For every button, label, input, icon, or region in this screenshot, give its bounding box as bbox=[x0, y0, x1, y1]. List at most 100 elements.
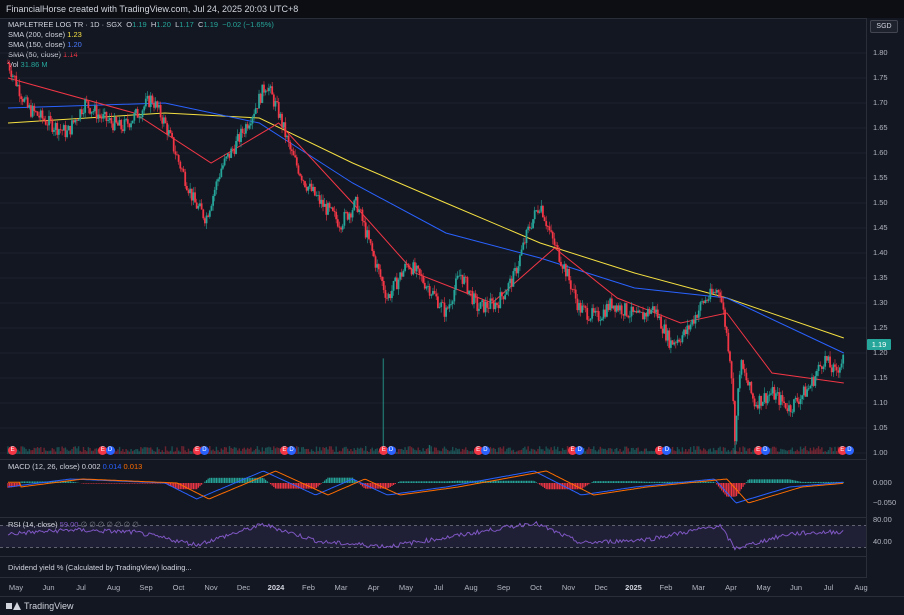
macd-hist-bar bbox=[713, 482, 714, 483]
volume-bar bbox=[562, 448, 563, 454]
candle-body bbox=[384, 290, 386, 298]
candle-body bbox=[445, 308, 447, 317]
currency-button[interactable]: SGD bbox=[870, 20, 898, 33]
macd-histogram bbox=[7, 478, 843, 497]
volume-bar bbox=[396, 452, 397, 454]
indicator-tick-label: 0.000 bbox=[873, 478, 892, 487]
pane-divider-dividend[interactable] bbox=[0, 556, 866, 557]
candle-body bbox=[534, 210, 536, 219]
dividend-label: Dividend yield % (Calculated by TradingV… bbox=[8, 563, 192, 572]
candle-body bbox=[595, 311, 597, 313]
candle-body bbox=[816, 371, 818, 376]
dividend-marker-icon[interactable]: D bbox=[761, 446, 770, 455]
macd-hist-bar bbox=[646, 482, 647, 483]
volume-bar bbox=[170, 451, 171, 454]
candle-body bbox=[102, 114, 104, 118]
candle-body bbox=[68, 126, 70, 130]
candle-body bbox=[65, 125, 67, 137]
macd-value-1: 0.002 bbox=[82, 462, 101, 471]
candle-body bbox=[599, 320, 601, 321]
dividend-marker-icon[interactable]: D bbox=[481, 446, 490, 455]
volume-bar bbox=[724, 448, 725, 454]
macd-hist-bar bbox=[150, 483, 151, 484]
volume-bar bbox=[267, 447, 268, 454]
candle-body bbox=[365, 222, 367, 237]
candle-body bbox=[634, 311, 636, 312]
macd-hist-bar bbox=[616, 481, 617, 483]
dividend-marker-icon[interactable]: D bbox=[106, 446, 115, 455]
pane-divider-macd[interactable] bbox=[0, 459, 866, 460]
time-tick-label: May bbox=[756, 583, 770, 592]
macd-hist-bar bbox=[424, 481, 425, 483]
candle-body bbox=[713, 292, 715, 294]
volume-bar bbox=[596, 451, 597, 454]
candle-body bbox=[686, 326, 688, 334]
chart-canvas[interactable] bbox=[0, 18, 866, 596]
candle-body bbox=[791, 412, 793, 413]
volume-bar bbox=[235, 448, 236, 454]
volume-bar bbox=[268, 447, 269, 454]
macd-hist-bar bbox=[764, 479, 765, 483]
macd-hist-bar bbox=[706, 482, 707, 483]
macd-hist-bar bbox=[322, 482, 323, 483]
volume-bar bbox=[614, 449, 615, 454]
candle-body bbox=[672, 340, 674, 344]
macd-hist-bar bbox=[127, 483, 128, 484]
macd-hist-bar bbox=[419, 481, 420, 483]
candle-body bbox=[312, 187, 314, 191]
macd-legend[interactable]: MACD (12, 26, close) 0.002 0.014 0.013 bbox=[8, 462, 142, 472]
dividend-marker-icon[interactable]: D bbox=[287, 446, 296, 455]
volume-bar bbox=[24, 447, 25, 454]
macd-hist-bar bbox=[450, 481, 451, 483]
candle-body bbox=[332, 207, 334, 210]
dividend-marker-icon[interactable]: D bbox=[200, 446, 209, 455]
macd-hist-bar bbox=[122, 483, 123, 484]
volume-bar bbox=[404, 447, 405, 454]
volume-bar bbox=[729, 452, 730, 454]
volume-bar bbox=[713, 448, 714, 454]
candle-body bbox=[691, 320, 693, 325]
tradingview-brand[interactable]: TradingView bbox=[6, 601, 74, 611]
volume-bar bbox=[342, 448, 343, 454]
macd-hist-bar bbox=[208, 479, 209, 483]
volume-bar bbox=[57, 447, 58, 454]
macd-hist-bar bbox=[204, 482, 205, 483]
macd-hist-bar bbox=[828, 482, 829, 483]
volume-bar bbox=[687, 452, 688, 454]
pane-divider-rsi[interactable] bbox=[0, 517, 866, 518]
dividend-marker-icon[interactable]: D bbox=[845, 446, 854, 455]
macd-hist-bar bbox=[386, 483, 387, 489]
time-tick-label: Jun bbox=[42, 583, 54, 592]
volume-bar bbox=[442, 448, 443, 454]
macd-hist-bar bbox=[377, 483, 378, 489]
volume-bar bbox=[244, 448, 245, 454]
dividend-marker-icon[interactable]: D bbox=[387, 446, 396, 455]
candle-body bbox=[749, 382, 751, 386]
dividend-legend[interactable]: Dividend yield % (Calculated by TradingV… bbox=[8, 563, 192, 573]
macd-hist-bar bbox=[447, 481, 448, 483]
candle-body bbox=[235, 141, 237, 154]
volume-bar bbox=[88, 447, 89, 454]
macd-hist-bar bbox=[27, 481, 28, 483]
candle-body bbox=[214, 190, 216, 196]
volume-bar bbox=[534, 450, 535, 454]
macd-hist-bar bbox=[222, 478, 223, 483]
macd-hist-bar bbox=[642, 482, 643, 483]
macd-hist-bar bbox=[808, 482, 809, 483]
candle-body bbox=[188, 190, 190, 193]
macd-hist-bar bbox=[272, 483, 273, 486]
candle-body bbox=[768, 395, 770, 396]
macd-hist-bar bbox=[267, 481, 268, 483]
candle-body bbox=[219, 177, 221, 179]
candle-body bbox=[255, 108, 257, 114]
volume-bar bbox=[519, 450, 520, 454]
volume-bar bbox=[652, 451, 653, 454]
macd-hist-bar bbox=[813, 482, 814, 483]
macd-hist-bar bbox=[91, 483, 92, 484]
volume-bar bbox=[526, 450, 527, 454]
rsi-legend[interactable]: RSI (14, close) 59.00 ∅ ∅ ∅ ∅ ∅ ∅ ∅ bbox=[8, 520, 139, 530]
macd-hist-bar bbox=[416, 481, 417, 483]
macd-hist-bar bbox=[464, 481, 465, 483]
macd-hist-bar bbox=[324, 481, 325, 483]
candle-body bbox=[450, 304, 452, 305]
